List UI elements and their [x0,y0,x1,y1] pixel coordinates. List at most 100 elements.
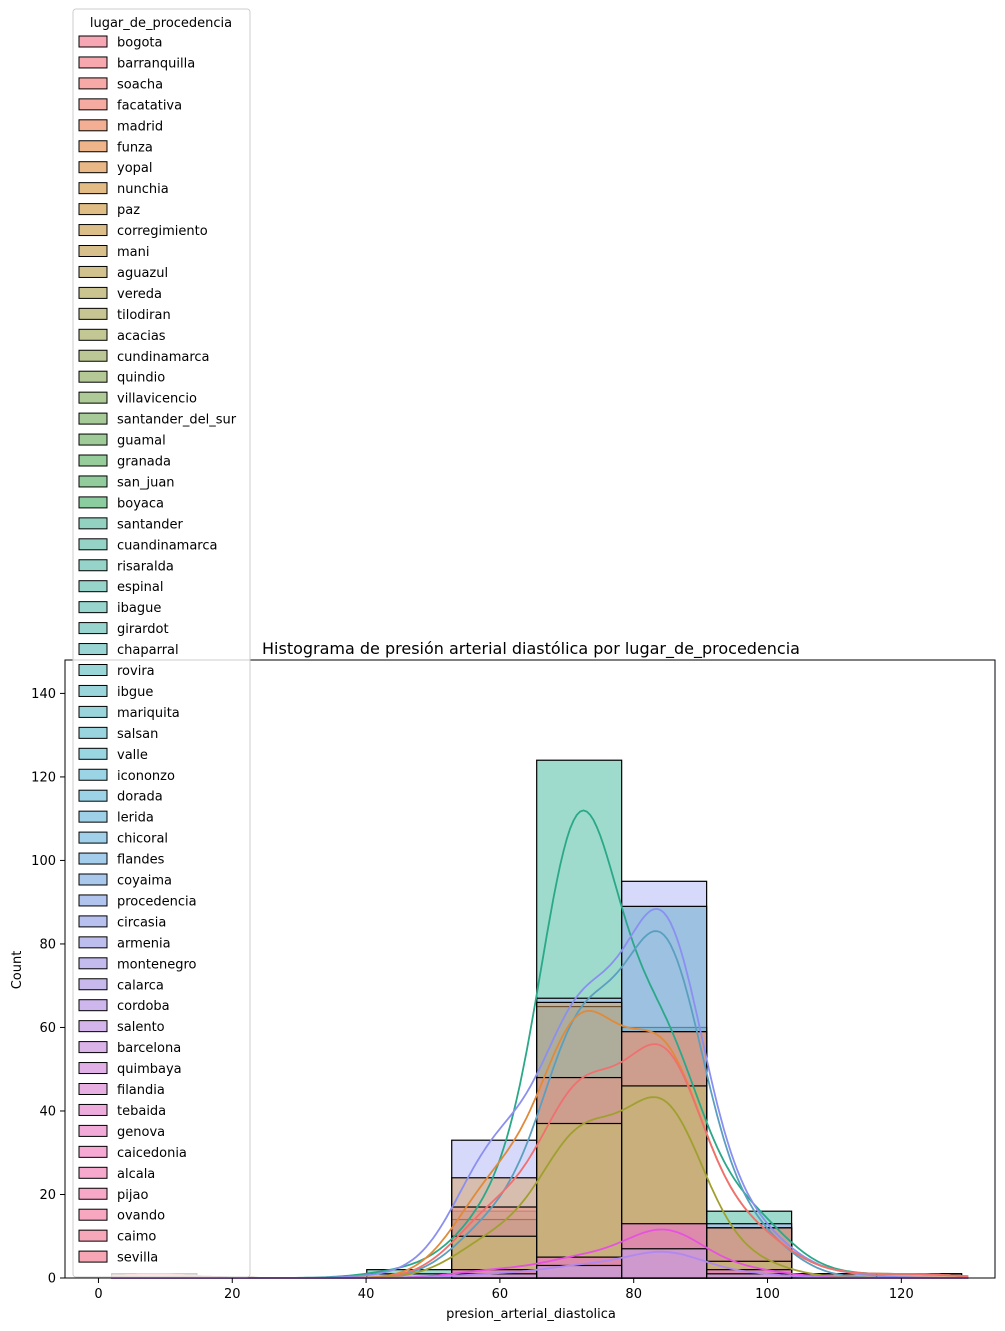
legend-swatch [78,1229,108,1242]
legend-swatch [78,182,108,195]
legend-swatch [78,705,108,718]
legend-swatch [78,1208,108,1221]
legend-label: cuandinamarca [117,538,217,553]
legend-swatch [78,810,108,823]
legend-label: funza [117,140,153,155]
x-tick-label: 100 [755,1287,780,1302]
legend-label: coyaima [117,874,172,889]
legend-label: caicedonia [117,1146,187,1161]
legend-swatch [78,1083,108,1095]
legend-label: salsan [117,727,158,742]
legend-label: paz [117,203,140,218]
legend-label: girardot [117,622,169,637]
y-tick-label: 120 [31,770,56,785]
legend-label: tebaida [117,1104,166,1119]
legend-label: pijao [117,1188,148,1203]
x-tick-label: 40 [358,1287,375,1302]
legend-swatch [78,433,108,446]
legend-label: armenia [117,936,171,951]
x-tick-label: 20 [224,1287,241,1302]
legend-swatch [78,1124,108,1137]
legend-swatch [78,161,108,174]
x-tick-label: 60 [492,1287,509,1302]
legend-swatch [78,475,108,488]
legend-label: chicoral [117,832,168,847]
legend-swatch [78,580,108,593]
legend-swatch [78,1187,108,1200]
legend-label: barranquilla [117,56,195,71]
legend-label: alcala [117,1167,155,1182]
legend-swatch [78,559,108,572]
x-axis: 0 20 40 60 80 100 120 [94,1278,914,1302]
legend-label: calarca [117,978,164,993]
legend-swatch [78,140,108,153]
legend-swatch [78,978,108,991]
legend-label: cundinamarca [117,350,210,365]
legend-label: mani [117,245,149,260]
legend-swatch [78,768,108,781]
legend-swatch [78,999,108,1012]
y-tick-label: 140 [31,687,56,702]
legend-swatch [78,873,108,886]
chart-title: Histograma de presión arterial diastólic… [262,639,800,659]
legend-label: flandes [117,853,165,868]
legend-label: soacha [117,77,163,92]
legend-label: bogota [117,36,162,51]
legend-swatch [78,622,108,635]
legend-label: madrid [117,119,163,134]
legend-swatch [78,286,108,299]
legend-label: mariquita [117,706,180,721]
legend-swatch [78,391,108,404]
bar [536,1122,623,1279]
x-tick-label: 0 [94,1287,102,1302]
legend-label: salento [117,1020,165,1035]
x-tick-label: 80 [625,1287,642,1302]
legend-swatch [78,936,108,949]
legend-swatch [78,98,108,111]
legend-label: aguazul [117,266,168,281]
legend-label: quimbaya [117,1062,182,1077]
legend-swatch [78,894,108,907]
legend-label: acacias [117,329,166,344]
legend-swatch [78,747,108,760]
bar [621,1248,708,1279]
x-tick-label: 120 [889,1287,914,1302]
y-tick-label: 80 [39,937,56,952]
legend-label: vereda [117,287,162,302]
legend-swatch [78,265,108,278]
legend-label: nunchia [117,182,169,197]
legend-swatch [78,1062,108,1075]
legend-swatch [78,1103,108,1116]
legend-swatch [78,224,108,237]
legend-swatch [78,664,108,676]
legend-swatch [78,245,108,257]
legend-swatch [78,307,108,320]
legend-swatch [78,35,108,48]
legend-label: facatativa [117,98,182,113]
legend-label: montenegro [117,957,197,972]
legend-label: granada [117,455,171,470]
legend-swatch [78,957,108,970]
legend-swatch [78,349,108,362]
y-tick-label: 100 [31,854,56,869]
legend-label: rovira [117,664,155,679]
legend-swatch [78,1166,108,1179]
legend-label: guamal [117,434,166,449]
legend-swatch [78,517,108,530]
y-axis-label: Count [10,951,25,990]
legend-swatch [78,77,108,90]
legend-swatch [78,643,108,656]
legend-label: villavicencio [117,392,197,407]
legend-swatch [78,496,108,509]
x-axis-label: presion_arterial_diastolica [446,1307,616,1322]
legend-label: risaralda [117,559,174,574]
legend-label: dorada [117,790,163,805]
legend-swatch [78,412,108,425]
legend-label: tilodiran [117,308,171,323]
legend-label: ovando [117,1209,165,1224]
legend-label: ibague [117,601,161,616]
legend-swatch [78,1041,108,1054]
legend-label: lerida [117,811,154,826]
legend-label: icononzo [117,769,175,784]
